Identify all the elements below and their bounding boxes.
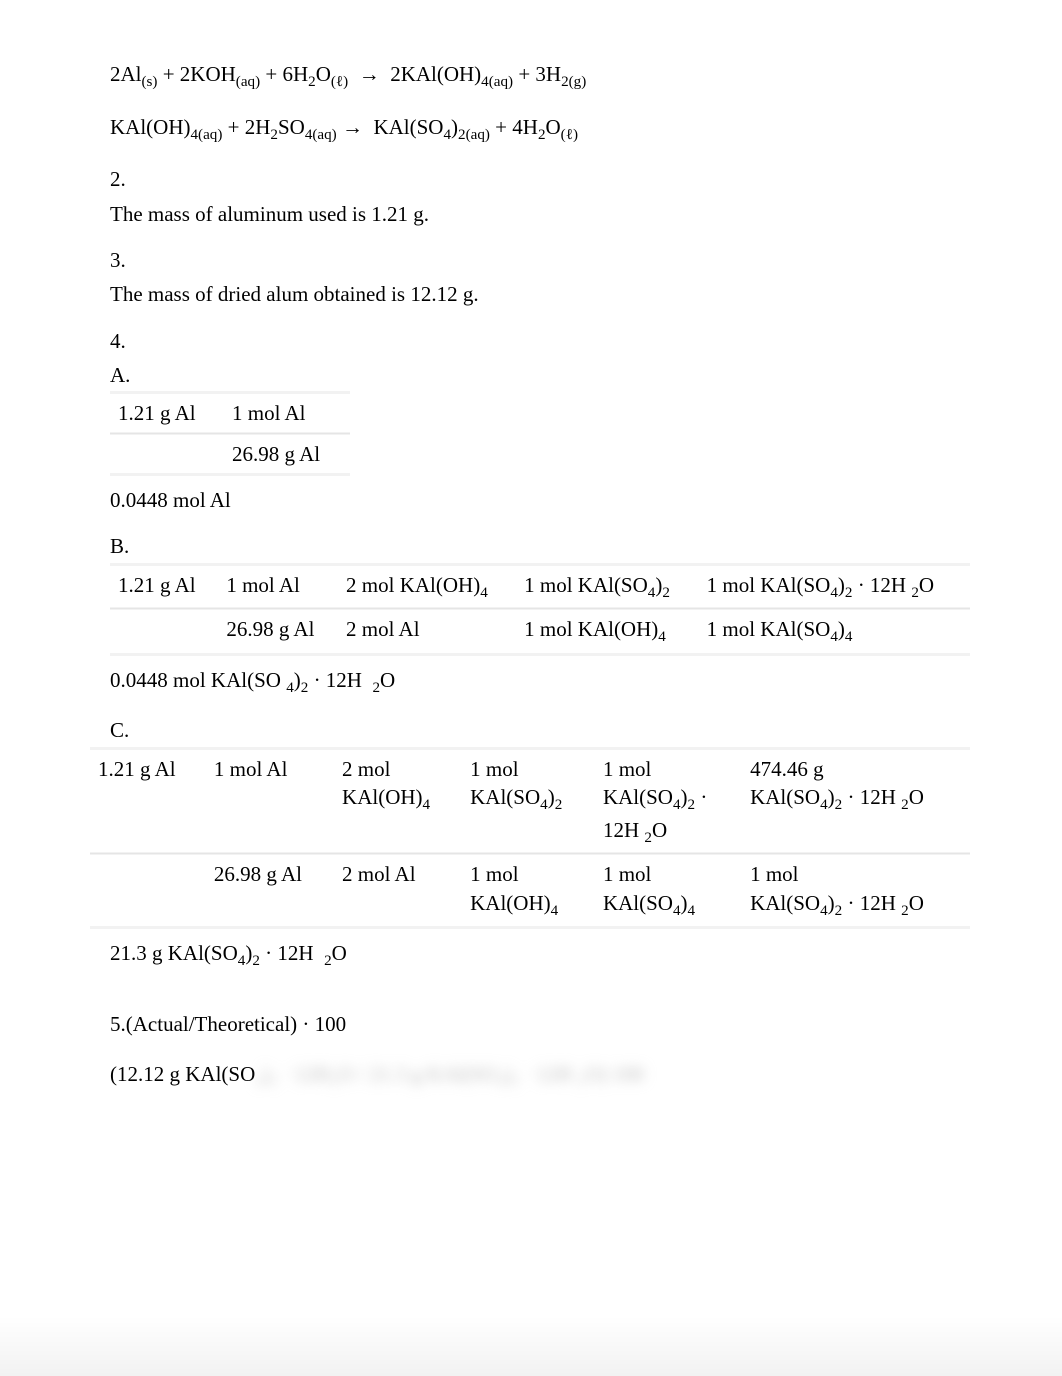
cell: 26.98 g Al xyxy=(218,609,338,654)
table-row: 1.21 g Al 1 mol Al 2 mol KAl(OH)4 1 mol … xyxy=(110,565,970,610)
cell: 1 molKAl(SO4)4 xyxy=(595,854,742,927)
cell: 26.98 g Al xyxy=(224,434,350,474)
section-4A-label: A. xyxy=(110,361,1062,389)
section-5-text: 5.(Actual/Theoretical) · 100 xyxy=(110,1010,1062,1038)
table-row: 1.21 g Al 1 mol Al 2 molKAl(OH)4 1 molKA… xyxy=(90,749,970,855)
section-2-text: The mass of aluminum used is 1.21 g. xyxy=(110,200,1062,228)
cell: 26.98 g Al xyxy=(206,854,334,927)
cell: 1 molKAl(OH)4 xyxy=(462,854,595,927)
section-4C-label: C. xyxy=(110,716,1062,744)
blurred-text: ₄)₂ · 12H₂O / 21.3 g KAl(SO₄)₂ · 12H ₂O)… xyxy=(255,1060,644,1088)
result-C: 21.3 g KAl(SO4)2 · 12H 2O xyxy=(110,939,1062,972)
bottom-shadow xyxy=(0,1316,1062,1376)
section-2-number: 2. xyxy=(110,165,1062,193)
cell: 2 mol KAl(OH)4 xyxy=(338,565,516,610)
cell: 2 mol Al xyxy=(334,854,462,927)
cell: 1 mol KAl(OH)4 xyxy=(516,609,699,654)
table-C: 1.21 g Al 1 mol Al 2 molKAl(OH)4 1 molKA… xyxy=(90,749,970,927)
cell: 1 molKAl(SO4)2 xyxy=(462,749,595,855)
table-row: 1.21 g Al 1 mol Al xyxy=(110,393,350,433)
section-3-number: 3. xyxy=(110,246,1062,274)
cell: 1 mol Al xyxy=(206,749,334,855)
final-prefix: (12.12 g KAl(SO xyxy=(110,1062,255,1086)
cell: 2 mol Al xyxy=(338,609,516,654)
equation-2: KAl(OH)4(aq) + 2H2SO4(aq) → KAl(SO4)2(aq… xyxy=(110,113,1062,146)
result-A: 0.0448 mol Al xyxy=(110,486,1062,514)
cell: 1 mol KAl(SO4)2 xyxy=(516,565,699,610)
cell: 1.21 g Al xyxy=(110,393,224,433)
cell xyxy=(110,434,224,474)
final-line: (12.12 g KAl(SO₄)₂ · 12H₂O / 21.3 g KAl(… xyxy=(110,1060,1062,1088)
section-4B-label: B. xyxy=(110,532,1062,560)
equation-1: 2Al(s) + 2KOH(aq) + 6H2O(ℓ) → 2KAl(OH)4(… xyxy=(110,60,1062,93)
table-B: 1.21 g Al 1 mol Al 2 mol KAl(OH)4 1 mol … xyxy=(110,565,970,654)
cell: 1 mol KAl(SO4)2 · 12H 2O xyxy=(699,565,970,610)
cell: 1 molKAl(SO4)2 ·12H 2O xyxy=(595,749,742,855)
cell: 1 mol KAl(SO4)4 xyxy=(699,609,970,654)
cell: 2 molKAl(OH)4 xyxy=(334,749,462,855)
cell: 1 molKAl(SO4)2 · 12H 2O xyxy=(742,854,970,927)
result-B: 0.0448 mol KAl(SO 4)2 · 12H 2O xyxy=(110,666,1062,699)
cell: 1.21 g Al xyxy=(110,565,218,610)
cell: 1 mol Al xyxy=(218,565,338,610)
section-4-number: 4. xyxy=(110,327,1062,355)
cell: 1 mol Al xyxy=(224,393,350,433)
table-row: 26.98 g Al 2 mol Al 1 molKAl(OH)4 1 molK… xyxy=(90,854,970,927)
cell xyxy=(90,854,206,927)
cell: 474.46 gKAl(SO4)2 · 12H 2O xyxy=(742,749,970,855)
cell xyxy=(110,609,218,654)
cell: 1.21 g Al xyxy=(90,749,206,855)
table-row: 26.98 g Al xyxy=(110,434,350,474)
table-row: 26.98 g Al 2 mol Al 1 mol KAl(OH)4 1 mol… xyxy=(110,609,970,654)
table-A: 1.21 g Al 1 mol Al 26.98 g Al xyxy=(110,393,350,474)
section-3-text: The mass of dried alum obtained is 12.12… xyxy=(110,280,1062,308)
